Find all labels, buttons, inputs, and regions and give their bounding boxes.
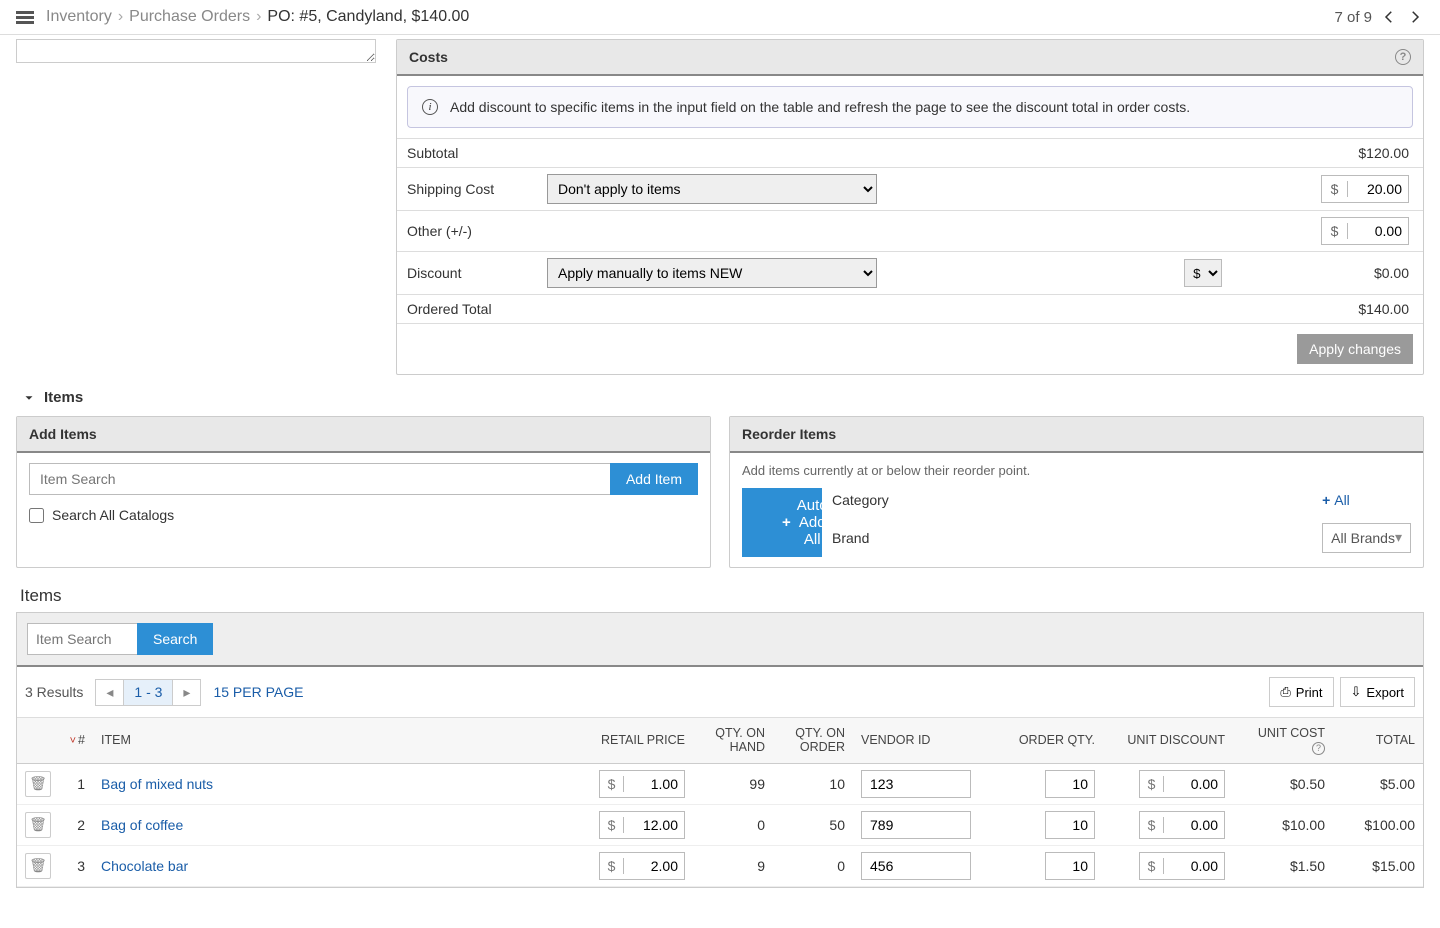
total-label: Ordered Total bbox=[397, 295, 537, 324]
items-search-input[interactable] bbox=[27, 623, 137, 655]
order-qty-input[interactable] bbox=[1045, 770, 1095, 798]
order-qty-input[interactable] bbox=[1045, 811, 1095, 839]
add-items-panel: Add Items Add Item Search All Catalogs bbox=[16, 416, 711, 568]
info-icon: i bbox=[422, 99, 438, 115]
search-all-catalogs-checkbox[interactable] bbox=[29, 508, 44, 523]
shipping-amount[interactable] bbox=[1348, 176, 1408, 202]
menu-icon[interactable] bbox=[16, 11, 34, 24]
retail-input[interactable]: $ bbox=[599, 852, 685, 880]
trash-icon[interactable]: 🗑 bbox=[25, 853, 51, 879]
retail-input[interactable]: $ bbox=[599, 770, 685, 798]
search-all-label: Search All Catalogs bbox=[52, 507, 174, 523]
items-section-toggle[interactable]: Items bbox=[16, 375, 1424, 416]
chevron-down-icon bbox=[22, 391, 36, 405]
discount-unit-select[interactable]: $ bbox=[1184, 259, 1222, 287]
subtotal-label: Subtotal bbox=[397, 139, 537, 168]
unit-discount-input[interactable]: $ bbox=[1139, 770, 1225, 798]
brand-label: Brand bbox=[832, 530, 1312, 546]
unit-discount-input[interactable]: $ bbox=[1139, 852, 1225, 880]
export-button[interactable]: ⇩Export bbox=[1340, 677, 1415, 707]
row-num: 3 bbox=[59, 845, 93, 886]
help-icon[interactable]: ? bbox=[1395, 49, 1411, 65]
col-onhand[interactable]: QTY. ON HAND bbox=[693, 718, 773, 763]
add-item-button[interactable]: Add Item bbox=[610, 463, 698, 495]
other-label: Other (+/-) bbox=[397, 211, 537, 252]
page-prev[interactable]: ◂ bbox=[96, 680, 124, 705]
order-qty-input[interactable] bbox=[1045, 852, 1095, 880]
vendor-input[interactable] bbox=[861, 811, 971, 839]
add-items-header: Add Items bbox=[29, 426, 97, 442]
print-button[interactable]: ⎙Print bbox=[1269, 677, 1333, 707]
item-link[interactable]: Bag of coffee bbox=[101, 817, 183, 833]
unit-cost-value: $0.50 bbox=[1233, 763, 1333, 804]
col-orderqty[interactable]: ORDER QTY. bbox=[993, 718, 1103, 763]
auto-add-all-button[interactable]: +Auto Add All bbox=[742, 488, 822, 557]
vendor-input[interactable] bbox=[861, 852, 971, 880]
page-next[interactable]: ▸ bbox=[173, 680, 200, 705]
costs-header: Costs bbox=[409, 49, 448, 65]
record-pager: 7 of 9 bbox=[1334, 8, 1424, 26]
sort-indicator-icon[interactable]: ˅ bbox=[70, 735, 76, 747]
breadcrumb-l2[interactable]: Purchase Orders bbox=[129, 8, 250, 26]
shipping-input[interactable]: $ bbox=[1321, 175, 1409, 203]
category-all-link[interactable]: + All bbox=[1322, 492, 1411, 508]
items-list-panel: Search 3 Results ◂ 1 - 3 ▸ 15 PER PAGE ⎙… bbox=[16, 612, 1424, 888]
notes-textarea[interactable] bbox=[16, 39, 376, 63]
breadcrumb-current: PO: #5, Candyland, $140.00 bbox=[267, 8, 469, 26]
onhand-value: 99 bbox=[693, 763, 773, 804]
costs-panel: Costs ? i Add discount to specific items… bbox=[396, 39, 1424, 375]
col-total[interactable]: TOTAL bbox=[1333, 718, 1423, 763]
chevron-right-icon[interactable] bbox=[1406, 8, 1424, 26]
item-search-input[interactable] bbox=[29, 463, 610, 495]
info-banner: i Add discount to specific items in the … bbox=[407, 86, 1413, 128]
onorder-value: 0 bbox=[773, 845, 853, 886]
retail-input[interactable]: $ bbox=[599, 811, 685, 839]
onorder-value: 10 bbox=[773, 763, 853, 804]
chevron-left-icon[interactable] bbox=[1380, 8, 1398, 26]
shipping-label: Shipping Cost bbox=[397, 168, 537, 211]
breadcrumb-l1[interactable]: Inventory bbox=[46, 8, 112, 26]
item-link[interactable]: Bag of mixed nuts bbox=[101, 776, 213, 792]
pager-label: 7 of 9 bbox=[1334, 9, 1372, 26]
row-total-value: $5.00 bbox=[1333, 763, 1423, 804]
items-search-button[interactable]: Search bbox=[137, 623, 213, 655]
items-list-title: Items bbox=[20, 586, 1424, 606]
breadcrumb: Inventory › Purchase Orders › PO: #5, Ca… bbox=[46, 8, 1334, 26]
discount-label: Discount bbox=[397, 252, 537, 295]
shipping-select[interactable]: Don't apply to items bbox=[547, 174, 877, 204]
category-label: Category bbox=[832, 492, 1312, 508]
onhand-value: 9 bbox=[693, 845, 773, 886]
subtotal-value: $120.00 bbox=[1232, 139, 1423, 168]
other-input[interactable]: $ bbox=[1321, 217, 1409, 245]
results-count: 3 Results bbox=[25, 684, 83, 700]
page-range[interactable]: 1 - 3 bbox=[124, 680, 173, 705]
per-page-link[interactable]: 15 PER PAGE bbox=[213, 684, 303, 700]
vendor-input[interactable] bbox=[861, 770, 971, 798]
unit-discount-input[interactable]: $ bbox=[1139, 811, 1225, 839]
table-row: 🗑 1 Bag of mixed nuts $9910 $ $0.50$5.00 bbox=[17, 763, 1423, 804]
col-item[interactable]: ITEM bbox=[93, 718, 591, 763]
table-row: 🗑 3 Chocolate bar $90 $ $1.50$15.00 bbox=[17, 845, 1423, 886]
reorder-items-panel: Reorder Items Add items currently at or … bbox=[729, 416, 1424, 568]
discount-value: $0.00 bbox=[1232, 252, 1423, 295]
reorder-header: Reorder Items bbox=[742, 426, 836, 442]
brand-select[interactable]: All Brands▾ bbox=[1322, 523, 1411, 553]
discount-select[interactable]: Apply manually to items NEW bbox=[547, 258, 877, 288]
reorder-desc: Add items currently at or below their re… bbox=[742, 463, 1411, 478]
row-num: 1 bbox=[59, 763, 93, 804]
item-link[interactable]: Chocolate bar bbox=[101, 858, 188, 874]
col-unitcost[interactable]: UNIT COST? bbox=[1233, 718, 1333, 763]
col-onorder[interactable]: QTY. ON ORDER bbox=[773, 718, 853, 763]
other-amount[interactable] bbox=[1348, 218, 1408, 244]
col-unitdisc[interactable]: UNIT DISCOUNT bbox=[1103, 718, 1233, 763]
apply-changes-button[interactable]: Apply changes bbox=[1297, 334, 1413, 364]
trash-icon[interactable]: 🗑 bbox=[25, 812, 51, 838]
col-vendor[interactable]: VENDOR ID bbox=[853, 718, 993, 763]
total-value: $140.00 bbox=[1232, 295, 1423, 324]
trash-icon[interactable]: 🗑 bbox=[25, 771, 51, 797]
unit-cost-value: $1.50 bbox=[1233, 845, 1333, 886]
col-retail[interactable]: RETAIL PRICE bbox=[591, 718, 693, 763]
info-text: Add discount to specific items in the in… bbox=[450, 99, 1190, 115]
row-total-value: $15.00 bbox=[1333, 845, 1423, 886]
